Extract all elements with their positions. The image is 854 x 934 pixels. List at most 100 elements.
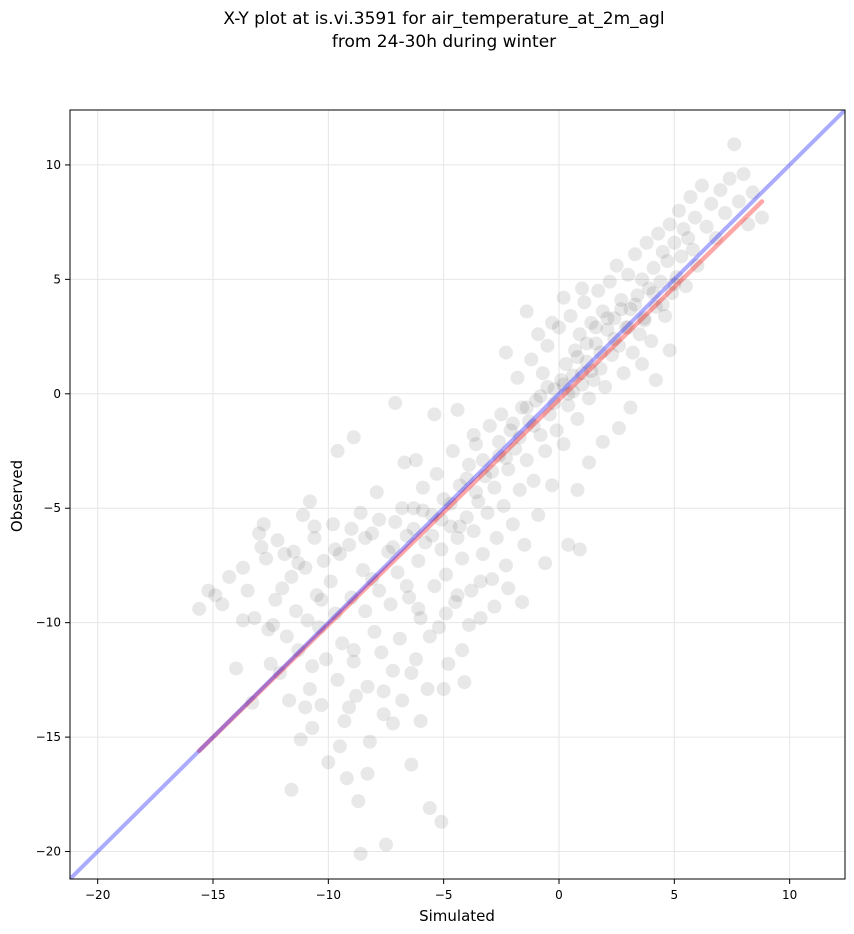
data-point bbox=[404, 757, 419, 772]
data-point bbox=[494, 407, 509, 422]
data-point bbox=[425, 528, 440, 543]
data-point bbox=[547, 395, 562, 410]
data-point bbox=[607, 311, 622, 326]
data-point bbox=[554, 373, 569, 388]
data-point bbox=[342, 537, 357, 552]
data-point bbox=[302, 682, 317, 697]
x-tick-label: −15 bbox=[200, 888, 225, 902]
data-point bbox=[468, 437, 483, 452]
data-point bbox=[399, 528, 414, 543]
data-point bbox=[392, 631, 407, 646]
data-point bbox=[367, 624, 382, 639]
data-point bbox=[466, 524, 481, 539]
data-point bbox=[360, 766, 375, 781]
data-point bbox=[406, 521, 421, 536]
data-point bbox=[614, 292, 629, 307]
data-point bbox=[547, 382, 562, 397]
data-point bbox=[265, 617, 280, 632]
data-point bbox=[464, 583, 479, 598]
data-point bbox=[598, 379, 613, 394]
data-point bbox=[690, 258, 705, 273]
data-point bbox=[678, 279, 693, 294]
data-point bbox=[282, 693, 297, 708]
data-point bbox=[252, 526, 267, 541]
x-tick-label: 10 bbox=[782, 888, 797, 902]
x-tick-label: 5 bbox=[670, 888, 678, 902]
data-point bbox=[302, 494, 317, 509]
data-point bbox=[577, 295, 592, 310]
data-point bbox=[600, 311, 615, 326]
data-point bbox=[593, 345, 608, 360]
data-point bbox=[349, 688, 364, 703]
data-point bbox=[563, 308, 578, 323]
data-point bbox=[492, 448, 507, 463]
data-point bbox=[369, 485, 384, 500]
data-point bbox=[457, 675, 472, 690]
data-point bbox=[215, 597, 230, 612]
data-point bbox=[713, 183, 728, 198]
data-point bbox=[632, 327, 647, 342]
data-point bbox=[365, 526, 380, 541]
x-axis-label: Simulated bbox=[419, 907, 495, 925]
x-tick-label: 0 bbox=[555, 888, 563, 902]
data-point bbox=[581, 391, 596, 406]
data-point bbox=[245, 695, 260, 710]
data-point bbox=[268, 592, 283, 607]
data-point bbox=[295, 508, 310, 523]
data-point bbox=[570, 350, 585, 365]
data-point bbox=[397, 455, 412, 470]
data-point bbox=[561, 398, 576, 413]
data-point bbox=[254, 540, 269, 555]
data-point bbox=[722, 171, 737, 186]
data-point bbox=[704, 196, 719, 211]
data-point bbox=[595, 304, 610, 319]
data-point bbox=[660, 254, 675, 269]
data-point bbox=[505, 517, 520, 532]
data-point bbox=[328, 542, 343, 557]
chart-title-line2: from 24-30h during winter bbox=[332, 32, 556, 52]
data-point bbox=[432, 620, 447, 635]
data-point bbox=[616, 366, 631, 381]
data-point bbox=[674, 249, 689, 264]
data-point bbox=[621, 320, 636, 335]
data-point bbox=[503, 423, 518, 438]
data-point bbox=[498, 450, 513, 465]
data-point bbox=[388, 514, 403, 529]
data-point bbox=[736, 167, 751, 182]
y-tick-label: 10 bbox=[46, 158, 61, 172]
plot-frame bbox=[69, 109, 846, 880]
data-point bbox=[658, 308, 673, 323]
x-tick-label: −20 bbox=[85, 888, 110, 902]
data-point bbox=[436, 492, 451, 507]
data-point bbox=[330, 672, 345, 687]
data-point bbox=[556, 437, 571, 452]
data-point bbox=[429, 466, 444, 481]
data-point bbox=[588, 320, 603, 335]
data-point bbox=[330, 444, 345, 459]
data-point bbox=[335, 636, 350, 651]
data-point bbox=[355, 563, 370, 578]
data-point bbox=[694, 178, 709, 193]
data-point bbox=[360, 679, 375, 694]
data-point bbox=[270, 533, 285, 548]
y-tick-label: −5 bbox=[43, 501, 61, 515]
data-point bbox=[505, 416, 520, 431]
data-point bbox=[436, 682, 451, 697]
data-point bbox=[307, 519, 322, 534]
data-point bbox=[487, 480, 502, 495]
data-point bbox=[512, 482, 527, 497]
data-point bbox=[408, 652, 423, 667]
data-point bbox=[526, 418, 541, 433]
data-point bbox=[540, 338, 555, 353]
data-point bbox=[259, 551, 274, 566]
data-point bbox=[450, 530, 465, 545]
data-point bbox=[325, 517, 340, 532]
data-point bbox=[662, 343, 677, 358]
data-point bbox=[501, 581, 516, 596]
data-point bbox=[708, 231, 723, 246]
fit-line bbox=[196, 199, 765, 754]
data-point bbox=[662, 217, 677, 232]
data-point bbox=[411, 553, 426, 568]
data-point bbox=[570, 411, 585, 426]
data-point bbox=[385, 663, 400, 678]
